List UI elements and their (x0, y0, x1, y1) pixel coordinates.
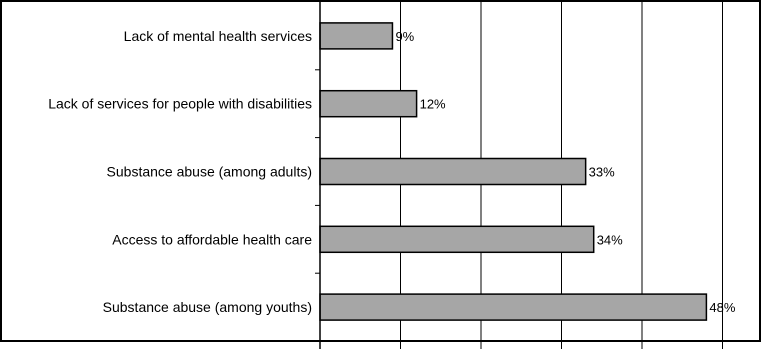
value-label: 48% (709, 300, 735, 315)
labels: Lack of mental health services 9% Lack of … (48, 28, 736, 315)
bar (319, 89, 418, 118)
bar (319, 293, 708, 321)
value-label: 12% (420, 97, 446, 112)
bar (319, 225, 595, 254)
category-label: Access to affordable health care (112, 231, 312, 247)
value-label: 33% (589, 165, 615, 180)
bar (319, 22, 394, 50)
bar (319, 157, 587, 186)
bars (319, 22, 708, 321)
category-label: Lack of mental health services (124, 28, 312, 44)
category-label: Substance abuse (among adults) (107, 164, 312, 180)
value-label: 9% (395, 29, 414, 44)
category-label: Substance abuse (among youths) (103, 299, 312, 315)
category-axis (315, 2, 321, 349)
value-label: 34% (597, 232, 623, 247)
category-label: Lack of services for people with disabil… (48, 96, 312, 112)
